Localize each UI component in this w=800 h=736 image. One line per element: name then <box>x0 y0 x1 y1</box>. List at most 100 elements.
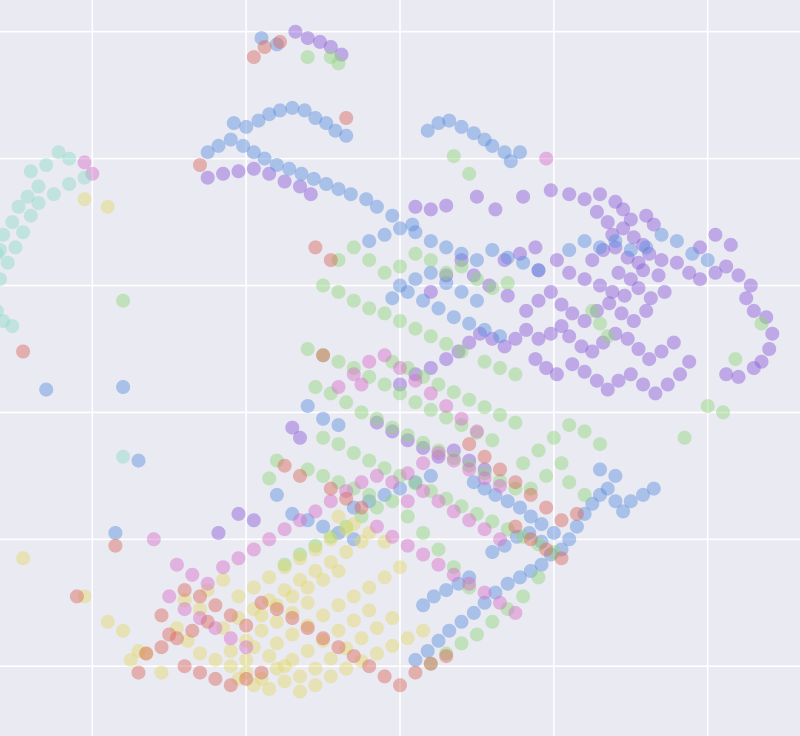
data-point <box>277 659 292 674</box>
data-point <box>362 487 377 502</box>
data-point <box>423 234 438 249</box>
data-point <box>466 475 481 490</box>
data-point <box>493 595 507 610</box>
data-point <box>223 659 238 674</box>
data-point <box>454 411 469 426</box>
data-point <box>446 451 461 466</box>
data-point <box>246 640 261 655</box>
data-point <box>400 538 415 553</box>
data-point <box>319 177 334 191</box>
data-point <box>408 475 423 490</box>
data-point <box>231 611 246 625</box>
data-point <box>193 646 207 661</box>
data-point <box>308 380 323 394</box>
data-point <box>636 377 651 392</box>
data-point <box>462 570 477 585</box>
data-point <box>331 564 346 578</box>
data-point <box>293 179 307 194</box>
data-point <box>431 449 446 464</box>
data-point <box>439 646 454 661</box>
data-point <box>546 526 561 540</box>
data-point <box>439 336 454 351</box>
data-point <box>439 399 454 414</box>
data-point <box>339 661 354 676</box>
data-point <box>0 304 4 318</box>
data-point <box>654 253 669 268</box>
data-point <box>469 627 484 642</box>
data-point <box>400 433 415 448</box>
data-point <box>331 56 346 71</box>
data-point <box>308 564 323 578</box>
data-point <box>354 405 369 420</box>
data-point <box>239 633 254 648</box>
data-point <box>331 284 346 299</box>
data-point <box>328 123 343 138</box>
data-point <box>400 631 415 646</box>
data-point <box>605 284 620 299</box>
data-point <box>154 608 169 623</box>
data-point <box>431 116 446 131</box>
data-point <box>293 669 307 684</box>
data-point <box>346 517 361 532</box>
data-point <box>277 458 292 473</box>
data-point <box>539 542 554 557</box>
data-point <box>416 369 431 384</box>
data-point <box>293 547 307 562</box>
data-point <box>648 386 663 401</box>
data-point <box>446 560 461 575</box>
data-point <box>169 631 184 646</box>
data-point <box>16 551 31 566</box>
data-point <box>685 246 700 261</box>
data-point <box>377 265 392 280</box>
data-point <box>331 526 346 540</box>
data-point <box>282 161 297 176</box>
data-point <box>293 513 307 528</box>
data-point <box>497 145 512 160</box>
data-point <box>423 202 438 217</box>
data-point <box>313 34 327 49</box>
data-point <box>723 237 738 252</box>
data-point <box>246 145 261 160</box>
data-point <box>393 560 407 575</box>
data-point <box>493 408 507 422</box>
data-point <box>193 611 207 625</box>
data-point <box>16 344 31 359</box>
data-point <box>423 361 438 375</box>
data-point <box>446 567 461 582</box>
data-point <box>277 583 292 598</box>
data-point <box>639 208 654 223</box>
data-point <box>277 174 292 189</box>
data-point <box>485 514 500 529</box>
data-point <box>362 659 377 674</box>
data-point <box>469 189 484 204</box>
data-point <box>254 671 269 686</box>
data-point <box>162 627 177 642</box>
data-point <box>269 598 284 613</box>
data-point <box>300 621 315 636</box>
data-point <box>462 458 477 473</box>
data-point <box>708 265 723 280</box>
data-point <box>116 449 131 464</box>
data-point <box>462 166 477 181</box>
data-point <box>262 471 277 486</box>
data-point <box>331 509 346 524</box>
data-point <box>100 199 115 214</box>
data-point <box>23 208 38 223</box>
data-point <box>316 633 331 648</box>
data-point <box>239 671 254 686</box>
data-point <box>77 589 92 604</box>
data-point <box>462 437 477 452</box>
data-point <box>154 665 169 680</box>
data-point <box>346 481 361 496</box>
data-point <box>316 468 331 483</box>
data-point <box>323 532 338 547</box>
data-point <box>408 272 423 287</box>
data-point <box>508 475 523 490</box>
data-point <box>277 674 292 689</box>
data-point <box>346 293 361 308</box>
data-point <box>493 329 507 344</box>
data-point <box>682 265 697 280</box>
data-point <box>339 519 354 534</box>
data-point <box>246 50 261 65</box>
data-point <box>446 443 461 458</box>
